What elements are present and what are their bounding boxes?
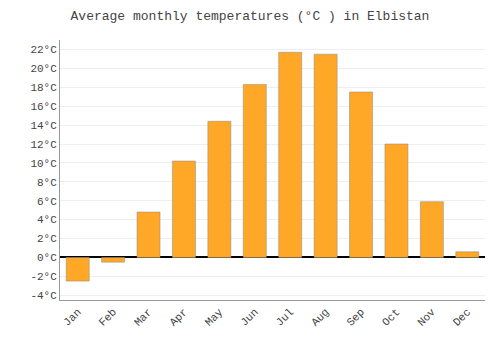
svg-text:20°C: 20°C — [30, 63, 57, 75]
svg-text:Feb: Feb — [97, 306, 119, 328]
svg-text:Average monthly temperatures (: Average monthly temperatures (°C ) in El… — [71, 9, 430, 24]
svg-text:6°C: 6°C — [37, 196, 57, 208]
svg-text:Jul: Jul — [274, 306, 296, 328]
svg-text:Oct: Oct — [380, 306, 402, 328]
svg-text:Apr: Apr — [167, 306, 189, 328]
svg-text:Dec: Dec — [451, 306, 473, 328]
svg-text:16°C: 16°C — [30, 101, 57, 113]
svg-text:Sep: Sep — [345, 306, 367, 328]
svg-text:12°C: 12°C — [30, 139, 57, 151]
svg-text:0°C: 0°C — [37, 252, 57, 264]
svg-text:4°C: 4°C — [37, 214, 57, 226]
svg-text:2°C: 2°C — [37, 233, 57, 245]
svg-text:Mar: Mar — [132, 306, 154, 328]
svg-text:10°C: 10°C — [30, 158, 57, 170]
svg-text:22°C: 22°C — [30, 44, 57, 56]
svg-text:Aug: Aug — [309, 306, 331, 328]
svg-text:18°C: 18°C — [30, 82, 57, 94]
svg-text:8°C: 8°C — [37, 177, 57, 189]
svg-text:-2°C: -2°C — [30, 271, 57, 283]
svg-text:Jun: Jun — [238, 306, 260, 328]
svg-text:Jan: Jan — [61, 306, 83, 328]
svg-text:14°C: 14°C — [30, 120, 57, 132]
svg-text:May: May — [203, 306, 226, 329]
svg-text:Nov: Nov — [415, 306, 438, 329]
svg-text:-4°C: -4°C — [30, 290, 57, 302]
